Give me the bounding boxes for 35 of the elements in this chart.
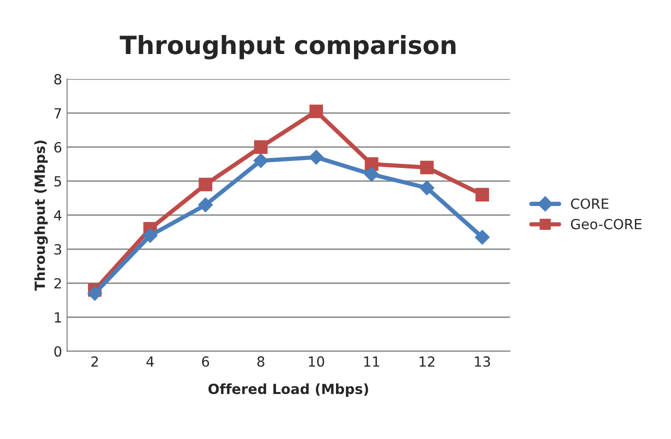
point bbox=[87, 286, 102, 301]
y-tick-label: 1 bbox=[54, 312, 61, 322]
x-tick-label: 13 bbox=[474, 356, 490, 367]
legend-label: Geo-CORE bbox=[570, 218, 642, 230]
x-tick-label: 4 bbox=[146, 356, 154, 367]
point bbox=[420, 160, 434, 174]
x-tick-label: 12 bbox=[420, 356, 434, 367]
point bbox=[308, 150, 324, 165]
y-tick-label: 5 bbox=[54, 176, 62, 187]
y-tick-label: 8 bbox=[54, 74, 62, 84]
y-tick-label: 7 bbox=[54, 108, 62, 118]
y-tick-label: 0 bbox=[54, 346, 62, 357]
legend-label: CORE bbox=[570, 198, 608, 209]
x-tick-label: 6 bbox=[202, 356, 210, 367]
x-tick-label: 2 bbox=[91, 356, 98, 367]
y-tick-label: 4 bbox=[54, 210, 62, 220]
chart-title: Throughput comparison bbox=[120, 35, 456, 60]
point bbox=[142, 228, 158, 243]
y-tick-label: 2 bbox=[54, 278, 61, 288]
x-axis-title: Offered Load (Mbps) bbox=[208, 383, 368, 397]
point bbox=[254, 140, 268, 154]
x-tick-label: 11 bbox=[364, 356, 380, 367]
point bbox=[420, 180, 434, 196]
x-tick-label: 8 bbox=[257, 356, 264, 367]
point bbox=[364, 166, 379, 182]
x-tick-label: 10 bbox=[308, 356, 324, 367]
y-tick-label: 6 bbox=[54, 142, 62, 153]
point bbox=[198, 198, 213, 212]
point bbox=[253, 153, 268, 168]
point bbox=[198, 178, 212, 192]
y-tick-label: 3 bbox=[54, 244, 62, 255]
point bbox=[309, 104, 323, 118]
point bbox=[476, 188, 490, 202]
y-axis-title: Throughput (Mbps) bbox=[34, 140, 48, 291]
point bbox=[474, 230, 490, 245]
